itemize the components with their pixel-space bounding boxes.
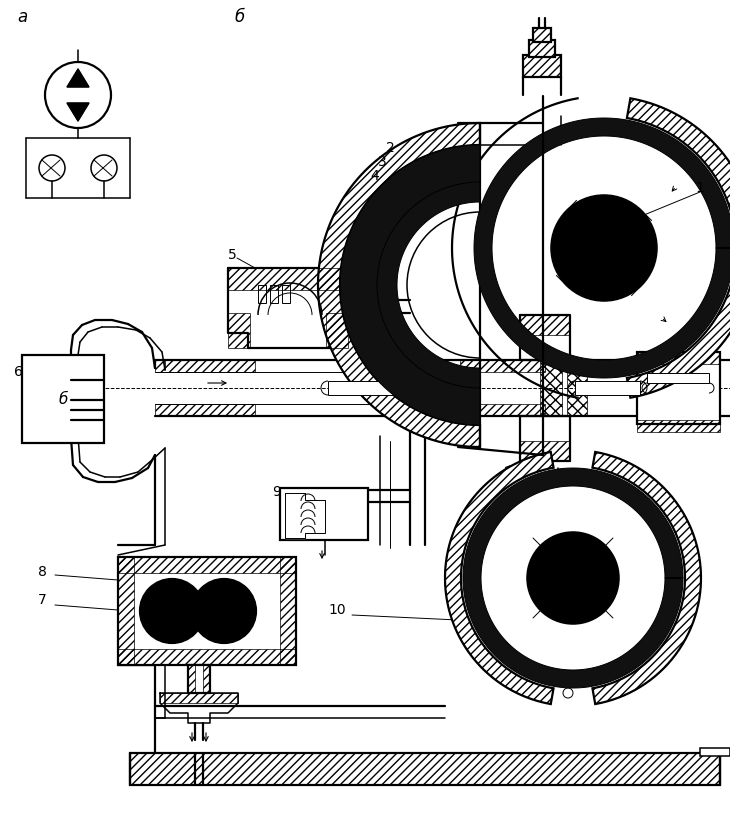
Bar [529,40,555,57]
Polygon shape [593,452,701,704]
Polygon shape [67,103,89,121]
Text: 6: 6 [14,365,23,379]
Bar [228,268,348,290]
Bar [228,313,250,348]
Polygon shape [463,468,683,688]
Polygon shape [318,123,480,447]
Bar [280,557,296,665]
Polygon shape [445,452,553,704]
Text: 1: 1 [696,181,704,195]
Polygon shape [520,416,570,461]
Bar [130,753,720,785]
Bar [637,352,720,424]
Bar [575,381,640,395]
Bar [637,352,720,364]
Bar [328,381,396,395]
Bar [700,748,730,756]
Bar [529,40,555,57]
Circle shape [140,579,204,643]
Polygon shape [627,98,730,397]
Bar [520,315,570,335]
Bar [270,285,278,303]
Bar [540,360,562,416]
Bar [155,404,255,416]
Bar [188,665,210,693]
Bar [118,557,296,573]
Text: 7: 7 [38,593,47,607]
Bar [160,693,238,703]
Bar [22,355,104,443]
Bar [155,360,255,372]
Polygon shape [285,493,325,538]
Bar [118,557,134,665]
Text: б: б [58,392,68,406]
Bar [460,404,545,416]
Bar [118,649,296,665]
Polygon shape [67,69,89,87]
Bar [520,441,570,461]
Polygon shape [228,268,348,348]
Bar [282,285,290,303]
Bar [567,360,587,416]
Circle shape [192,579,256,643]
Bar [533,28,551,42]
Polygon shape [160,693,238,723]
Polygon shape [340,145,480,425]
Bar [460,360,545,372]
Circle shape [527,532,619,624]
Bar [280,488,368,540]
Circle shape [551,195,657,301]
Text: 2: 2 [385,141,394,155]
Bar [637,420,720,432]
Bar [258,285,266,303]
Bar [118,557,296,665]
Polygon shape [474,118,730,378]
Bar [188,665,195,693]
Text: 4: 4 [371,169,380,183]
Bar [130,753,720,785]
Bar [523,55,561,77]
Text: 5: 5 [228,248,237,262]
Text: 3: 3 [377,155,386,169]
Bar [533,28,551,42]
Bar [647,373,709,383]
Text: 10: 10 [328,603,346,617]
Polygon shape [520,315,570,360]
Text: a: a [17,8,27,26]
Bar [326,313,348,348]
Text: 9: 9 [272,485,282,499]
Text: 8: 8 [37,565,47,579]
Text: б: б [235,8,245,26]
Bar [523,55,561,77]
Bar [203,665,210,693]
